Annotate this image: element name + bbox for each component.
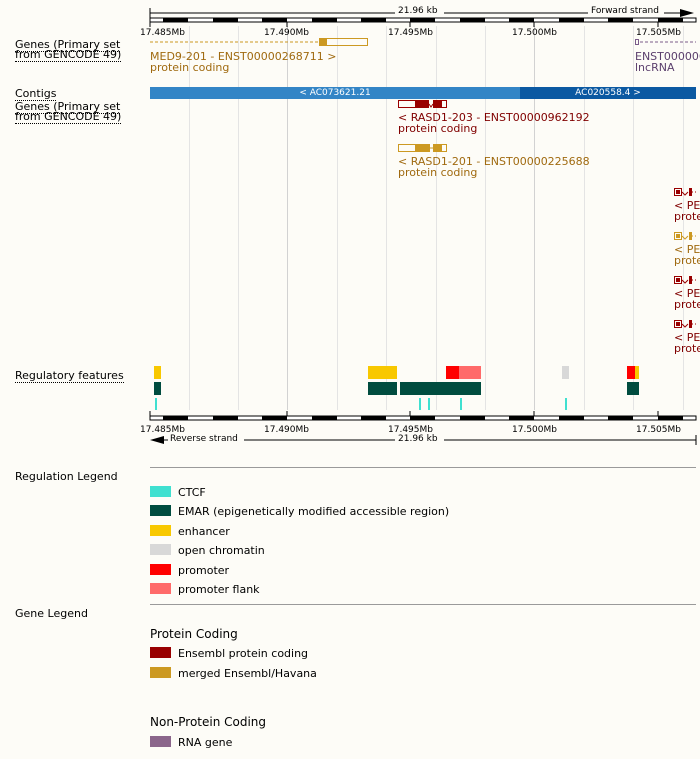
reverse-strand-label: Reverse strand: [170, 434, 238, 444]
tick-label: 17.485Mb: [140, 28, 185, 38]
gene-pe-3-biotype: prote: [674, 299, 700, 310]
grid-line: [436, 26, 437, 410]
gene-med9-label[interactable]: MED9-201 - ENST00000268711 >: [150, 50, 337, 63]
tick-label: 17.495Mb: [388, 425, 433, 435]
contig-ac020558[interactable]: AC020558.4 >: [520, 87, 696, 99]
forward-strand-label: Forward strand: [591, 6, 659, 16]
gene-legend-title: Gene Legend: [15, 607, 88, 620]
gene-pe-4-label[interactable]: < PE: [674, 332, 700, 343]
legend-swatch-promoter: [150, 564, 171, 575]
genes-reverse-track-label[interactable]: Genes (Primary set from GENCODE 49): [15, 100, 122, 124]
gene-rasd1-201-biotype: protein coding: [398, 166, 478, 179]
grid-line: [189, 26, 190, 410]
gene-pe-3-label[interactable]: < PE: [674, 288, 700, 299]
grid-line: [386, 26, 387, 410]
reverse-gene-glyphs[interactable]: [0, 98, 700, 358]
tick-label: 17.485Mb: [140, 425, 185, 435]
protein-coding-title: Protein Coding: [150, 627, 238, 641]
contigs-track-label[interactable]: Contigs: [15, 87, 57, 101]
gene-rasd1-203-biotype: protein coding: [398, 122, 478, 135]
grid-line: [584, 26, 585, 410]
divider: [150, 467, 696, 468]
grid-line: [337, 26, 338, 410]
forward-gene-glyphs[interactable]: [0, 36, 700, 50]
legend-label-ensembl-protein-coding: Ensembl protein coding: [178, 647, 309, 660]
contig-ac073621[interactable]: < AC073621.21: [150, 87, 520, 99]
grid-line: [238, 26, 239, 410]
non-protein-coding-title: Non-Protein Coding: [150, 715, 267, 729]
gene-rasd1-201-label[interactable]: < RASD1-201 - ENST00000225688: [398, 155, 590, 168]
regulation-legend-title: Regulation Legend: [15, 470, 118, 483]
grid-line: [633, 26, 634, 410]
grid-line: [485, 26, 486, 410]
tick-label: 17.505Mb: [636, 28, 681, 38]
genes-forward-track-label[interactable]: Genes (Primary set from GENCODE 49): [15, 38, 122, 62]
legend-label-emar: EMAR (epigenetically modified accessible…: [178, 505, 450, 518]
legend-swatch-promoter-flank: [150, 583, 171, 594]
tick-label: 17.490Mb: [264, 28, 309, 38]
legend-swatch-rna-gene: [150, 736, 171, 747]
legend-label-promoter-flank: promoter flank: [178, 583, 260, 596]
gene-rasd1-203-label[interactable]: < RASD1-203 - ENST00000962192: [398, 111, 590, 124]
legend-swatch-enhancer: [150, 525, 171, 536]
gene-pe-1-biotype: prote: [674, 211, 700, 222]
gene-pe-4-biotype: prote: [674, 343, 700, 354]
legend-swatch-emar: [150, 505, 171, 516]
gene-pe-1-label[interactable]: < PE: [674, 200, 700, 211]
divider: [150, 604, 696, 605]
tick-label: 17.490Mb: [264, 425, 309, 435]
legend-label-rna-gene: RNA gene: [178, 736, 233, 749]
tick-label: 17.505Mb: [636, 425, 681, 435]
grid-line: [683, 26, 684, 410]
legend-label-enhancer: enhancer: [178, 525, 230, 538]
legend-label-open-chromatin: open chromatin: [178, 544, 265, 557]
grid-line: [534, 26, 535, 410]
legend-label-promoter: promoter: [178, 564, 230, 577]
bottom-ruler: [149, 411, 697, 445]
top-ruler: [149, 8, 697, 27]
regulatory-track-label[interactable]: Regulatory features: [15, 369, 124, 383]
ruler-span-label-bottom: 21.96 kb: [398, 434, 438, 444]
tick-label: 17.500Mb: [512, 28, 557, 38]
regulatory-features[interactable]: [0, 364, 700, 414]
tick-label: 17.500Mb: [512, 425, 557, 435]
legend-swatch-merged: [150, 667, 171, 678]
gene-pe-2-biotype: prote: [674, 255, 700, 266]
gene-lnc-biotype: lncRNA: [635, 61, 675, 74]
legend-swatch-ensembl-protein-coding: [150, 647, 171, 658]
legend-label-merged: merged Ensembl/Havana: [178, 667, 317, 680]
gene-med9-biotype: protein coding: [150, 61, 230, 74]
ruler-span-label: 21.96 kb: [398, 6, 438, 16]
legend-label-ctcf: CTCF: [178, 486, 206, 499]
gene-lnc-label[interactable]: ENST000006: [635, 50, 700, 63]
legend-swatch-open-chromatin: [150, 544, 171, 555]
grid-line: [287, 26, 288, 410]
gene-pe-2-label[interactable]: < PE: [674, 244, 700, 255]
tick-label: 17.495Mb: [388, 28, 433, 38]
legend-swatch-ctcf: [150, 486, 171, 497]
